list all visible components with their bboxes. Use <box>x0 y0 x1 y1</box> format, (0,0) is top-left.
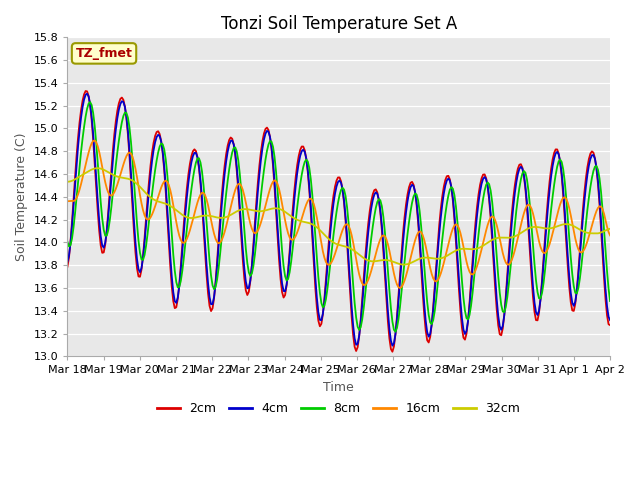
8cm <box>579 249 587 255</box>
8cm <box>254 223 262 228</box>
4cm <box>579 216 587 221</box>
2cm <box>579 207 587 213</box>
4cm <box>63 259 71 264</box>
2cm <box>227 134 234 140</box>
16cm <box>91 138 99 144</box>
4cm <box>388 343 396 348</box>
Title: Tonzi Soil Temperature Set A: Tonzi Soil Temperature Set A <box>221 15 457 33</box>
32cm <box>579 228 587 234</box>
Line: 8cm: 8cm <box>67 102 610 332</box>
8cm <box>392 329 399 335</box>
Legend: 2cm, 4cm, 8cm, 16cm, 32cm: 2cm, 4cm, 8cm, 16cm, 32cm <box>152 397 525 420</box>
16cm <box>227 204 234 210</box>
16cm <box>396 285 404 291</box>
32cm <box>227 212 234 218</box>
2cm <box>82 88 90 94</box>
2cm <box>388 349 396 355</box>
16cm <box>579 249 587 254</box>
4cm <box>254 188 262 194</box>
Y-axis label: Soil Temperature (C): Soil Temperature (C) <box>15 132 28 261</box>
32cm <box>63 179 71 185</box>
8cm <box>63 239 71 245</box>
4cm <box>303 156 310 161</box>
16cm <box>63 198 71 204</box>
8cm <box>606 298 614 304</box>
Text: TZ_fmet: TZ_fmet <box>76 47 132 60</box>
16cm <box>132 166 140 172</box>
16cm <box>245 215 253 220</box>
32cm <box>606 226 614 232</box>
4cm <box>83 91 91 96</box>
4cm <box>245 285 253 290</box>
32cm <box>94 165 102 171</box>
8cm <box>303 157 310 163</box>
32cm <box>132 180 140 186</box>
32cm <box>254 208 262 214</box>
4cm <box>606 317 614 323</box>
8cm <box>86 99 94 105</box>
2cm <box>303 156 310 162</box>
16cm <box>303 202 310 207</box>
32cm <box>401 262 408 267</box>
Line: 2cm: 2cm <box>67 91 610 352</box>
8cm <box>245 270 253 276</box>
Line: 16cm: 16cm <box>67 141 610 288</box>
32cm <box>303 219 310 225</box>
2cm <box>254 179 262 185</box>
8cm <box>227 157 234 163</box>
32cm <box>245 206 253 212</box>
2cm <box>245 289 253 295</box>
8cm <box>132 200 140 206</box>
2cm <box>606 322 614 328</box>
4cm <box>132 240 140 245</box>
2cm <box>132 250 140 255</box>
16cm <box>606 232 614 238</box>
Line: 4cm: 4cm <box>67 94 610 346</box>
X-axis label: Time: Time <box>323 381 354 394</box>
2cm <box>63 264 71 270</box>
16cm <box>254 228 262 233</box>
4cm <box>227 138 234 144</box>
Line: 32cm: 32cm <box>67 168 610 264</box>
